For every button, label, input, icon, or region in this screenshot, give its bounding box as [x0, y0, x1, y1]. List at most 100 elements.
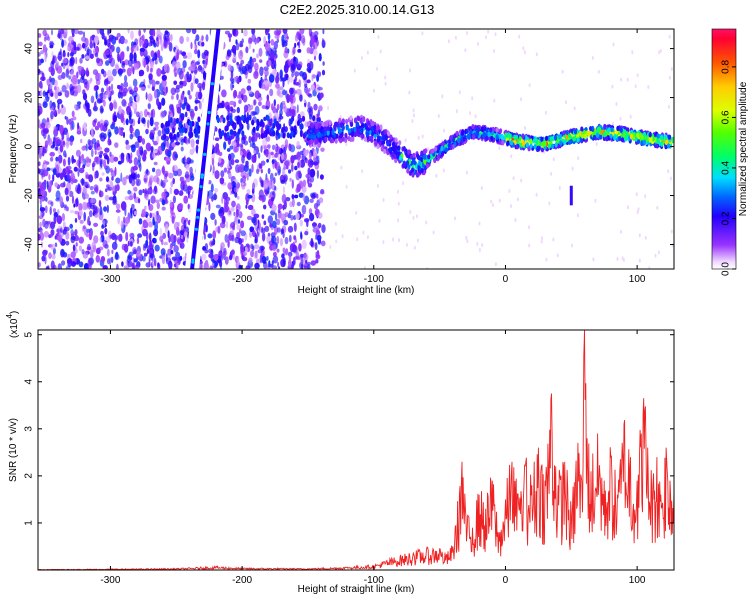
noise-blob	[259, 66, 264, 77]
ridge-blob	[396, 145, 400, 151]
noise-blob	[145, 217, 152, 223]
noise-blob	[620, 77, 623, 82]
noise-blob	[205, 266, 211, 269]
noise-blob	[243, 164, 249, 172]
noise-blob	[259, 59, 263, 63]
noise-blob	[186, 36, 190, 42]
noise-blob	[296, 151, 302, 161]
noise-blob	[237, 257, 240, 265]
noise-blob	[127, 189, 132, 195]
noise-blob	[318, 197, 324, 204]
noise-blob	[170, 87, 176, 96]
noise-blob	[289, 177, 292, 182]
colorbar-gradient	[712, 29, 736, 269]
noise-blob	[86, 228, 91, 233]
noise-blob	[668, 75, 671, 80]
noise-blob	[198, 100, 202, 110]
noise-blob	[156, 36, 159, 42]
ridge-blob	[412, 152, 416, 158]
noise-blob	[38, 181, 42, 186]
noise-blob	[44, 205, 48, 214]
noise-blob	[212, 165, 215, 174]
noise-blob	[64, 90, 70, 98]
noise-blob	[133, 258, 138, 263]
noise-blob	[442, 168, 445, 173]
noise-blob	[321, 69, 326, 76]
noise-blob	[236, 106, 240, 114]
noise-blob	[313, 31, 319, 36]
ridge-blob	[281, 127, 285, 133]
noise-blob	[248, 37, 252, 42]
noise-blob	[576, 213, 579, 218]
noise-blob	[397, 201, 400, 206]
noise-blob	[138, 69, 145, 77]
noise-blob	[171, 142, 176, 148]
noise-blob	[125, 118, 129, 126]
noise-blob	[638, 233, 641, 238]
noise-blob	[437, 114, 440, 118]
ridge-blob	[610, 127, 614, 133]
noise-blob	[276, 248, 280, 253]
noise-blob	[77, 65, 83, 70]
noise-blob	[161, 206, 166, 211]
ridge-blob	[540, 136, 544, 142]
snr-multiplier: (x104)	[5, 311, 20, 338]
snr-ytick-label: 2	[24, 473, 35, 479]
ridge-blob	[434, 146, 438, 152]
noise-blob	[251, 154, 256, 163]
noise-blob	[115, 235, 119, 241]
noise-blob	[112, 185, 117, 195]
ridge-blob	[613, 135, 617, 141]
noise-blob	[168, 42, 173, 52]
noise-blob	[180, 146, 184, 152]
noise-blob	[316, 169, 319, 179]
noise-blob	[290, 263, 294, 269]
noise-blob	[143, 252, 148, 257]
noise-blob	[241, 136, 246, 145]
noise-blob	[616, 257, 619, 261]
noise-blob	[212, 262, 215, 267]
noise-blob	[49, 88, 53, 94]
ridge-blob	[341, 118, 345, 124]
noise-blob	[291, 194, 295, 200]
noise-blob	[306, 79, 311, 84]
noise-blob	[334, 221, 337, 226]
noise-blob	[240, 144, 244, 153]
noise-blob	[668, 34, 671, 39]
noise-blob	[240, 230, 246, 237]
noise-blob	[66, 206, 69, 212]
noise-blob	[130, 45, 134, 54]
noise-blob	[57, 234, 63, 243]
noise-blob	[258, 222, 262, 230]
noise-blob	[97, 73, 102, 81]
noise-blob	[528, 243, 531, 248]
snr-xtick-label: -300	[100, 575, 120, 586]
noise-blob	[310, 35, 315, 45]
noise-blob	[458, 90, 461, 95]
noise-blob	[173, 245, 179, 253]
ridge-blob	[402, 146, 406, 152]
noise-blob	[309, 213, 315, 222]
ridge-blob	[272, 130, 276, 137]
noise-blob	[408, 90, 411, 95]
noise-blob	[211, 196, 214, 202]
ridge-blob	[485, 135, 489, 141]
noise-blob	[647, 85, 650, 89]
noise-blob	[266, 136, 271, 142]
noise-blob	[142, 119, 146, 124]
noise-blob	[71, 195, 75, 204]
noise-blob	[297, 170, 302, 178]
noise-blob	[281, 34, 285, 44]
noise-blob	[259, 245, 265, 251]
ridge-blob	[241, 114, 245, 121]
noise-blob	[146, 64, 150, 72]
noise-blob	[97, 146, 103, 151]
ridge-blob	[241, 130, 245, 137]
ridge-blob	[622, 132, 627, 138]
noise-blob	[215, 127, 218, 132]
noise-blob	[376, 66, 379, 71]
snr-ytick-label: 5	[24, 331, 35, 337]
noise-blob	[145, 194, 149, 201]
ridge-blob	[334, 138, 338, 144]
